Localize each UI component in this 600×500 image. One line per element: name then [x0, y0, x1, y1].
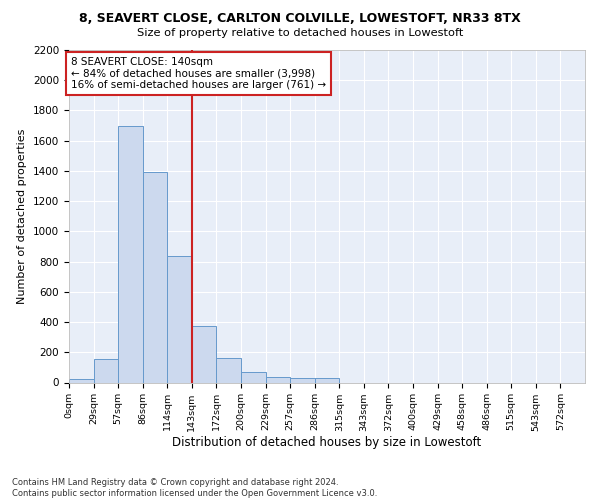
- Bar: [217, 358, 241, 382]
- Y-axis label: Number of detached properties: Number of detached properties: [17, 128, 28, 304]
- Bar: [241, 372, 266, 382]
- Bar: [315, 378, 339, 382]
- Bar: [143, 172, 167, 382]
- Bar: [94, 359, 118, 382]
- Text: Contains HM Land Registry data © Crown copyright and database right 2024.
Contai: Contains HM Land Registry data © Crown c…: [12, 478, 377, 498]
- Bar: [69, 380, 94, 382]
- Bar: [290, 378, 315, 382]
- Bar: [192, 326, 217, 382]
- X-axis label: Distribution of detached houses by size in Lowestoft: Distribution of detached houses by size …: [172, 436, 482, 450]
- Text: 8, SEAVERT CLOSE, CARLTON COLVILLE, LOWESTOFT, NR33 8TX: 8, SEAVERT CLOSE, CARLTON COLVILLE, LOWE…: [79, 12, 521, 26]
- Bar: [266, 377, 290, 382]
- Bar: [167, 256, 192, 382]
- Text: 8 SEAVERT CLOSE: 140sqm
← 84% of detached houses are smaller (3,998)
16% of semi: 8 SEAVERT CLOSE: 140sqm ← 84% of detache…: [71, 57, 326, 90]
- Text: Size of property relative to detached houses in Lowestoft: Size of property relative to detached ho…: [137, 28, 463, 38]
- Bar: [118, 126, 143, 382]
